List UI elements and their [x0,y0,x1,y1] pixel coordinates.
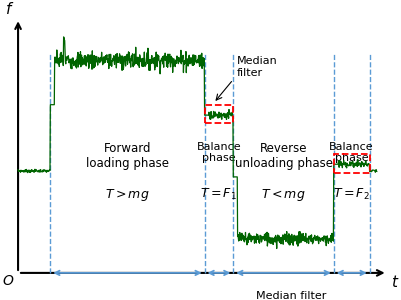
Text: Reverse
unloading phase: Reverse unloading phase [235,142,332,170]
Text: Balance
phase: Balance phase [196,142,241,164]
Bar [334,154,370,173]
Text: Median
filter: Median filter [237,56,277,78]
Text: $f$: $f$ [5,1,14,17]
Text: Forward
loading phase: Forward loading phase [86,142,169,170]
Text: $T < mg$: $T < mg$ [261,187,306,202]
Text: $T > mg$: $T > mg$ [105,187,150,202]
Bar [205,105,233,123]
Text: Balance
phase: Balance phase [329,142,374,164]
Text: $T=F_2$: $T=F_2$ [333,187,370,202]
Text: $t$: $t$ [391,274,399,290]
Text: $T=F_1$: $T=F_1$ [200,187,237,202]
Text: Median filter: Median filter [255,291,326,300]
Text: $O$: $O$ [2,274,14,288]
